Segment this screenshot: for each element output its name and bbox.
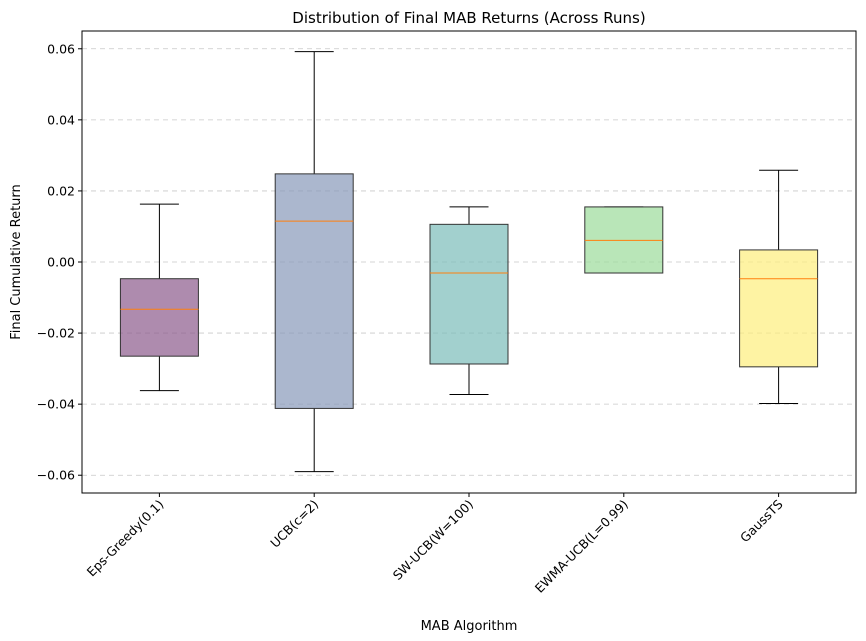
- box-2: [274, 51, 354, 473]
- y-tick-label: 0.00: [47, 255, 75, 270]
- box-5: [739, 169, 819, 404]
- iqr-box: [429, 223, 509, 365]
- y-tick-label: −0.06: [37, 468, 75, 483]
- chart-title: Distribution of Final MAB Returns (Acros…: [292, 9, 645, 27]
- box-3: [429, 206, 509, 396]
- x-tick-label: GaussTS: [737, 496, 786, 545]
- y-tick-label: −0.04: [37, 397, 75, 412]
- y-tick-label: 0.02: [47, 183, 75, 198]
- y-axis: −0.06 −0.04 −0.02 0.00 0.02 0.04 0.06: [37, 41, 82, 483]
- x-tick-label: EWMA-UCB(L=0.99): [532, 497, 631, 596]
- x-tick-label: Eps-Greedy(0.1): [84, 497, 167, 580]
- x-tick-label: UCB(c=2): [267, 497, 321, 551]
- x-axis: Eps-Greedy(0.1) UCB(c=2) SW-UCB(W=100) EWMA…: [84, 493, 786, 596]
- x-axis-label: MAB Algorithm: [421, 619, 518, 634]
- box-4: [584, 206, 664, 274]
- iqr-box: [119, 278, 199, 357]
- y-axis-label: Final Cumulative Return: [9, 184, 24, 340]
- iqr-box: [274, 173, 354, 409]
- box-1: [119, 203, 199, 392]
- y-tick-label: 0.06: [47, 41, 75, 56]
- box-series: [119, 51, 819, 473]
- y-tick-label: −0.02: [37, 326, 75, 341]
- y-tick-label: 0.04: [47, 112, 75, 127]
- iqr-box: [739, 249, 819, 368]
- x-tick-label: SW-UCB(W=100): [390, 497, 476, 583]
